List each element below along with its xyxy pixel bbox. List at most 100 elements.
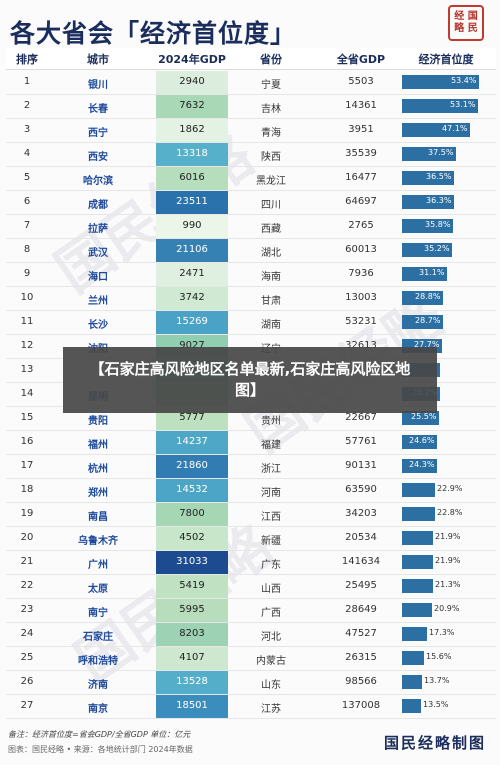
ratio-bar: [402, 171, 454, 185]
province-cell: 内蒙古: [256, 656, 286, 667]
province-cell: 宁夏: [261, 80, 281, 91]
ratio-label: 21.3%: [435, 580, 461, 589]
ratio-label: 15.6%: [426, 652, 452, 661]
table-row: 24 石家庄 8203 河北 47527 17.3%: [6, 623, 496, 647]
ratio-bar-track: 20.9%: [402, 603, 488, 617]
ratio-label: 20.9%: [434, 604, 460, 613]
city-cell: 乌鲁木齐: [78, 536, 118, 547]
ratio-label: 35.2%: [424, 244, 450, 253]
footer-note: 备注：经济首位度=省会GDP/全省GDP 单位：亿元: [8, 730, 191, 739]
table-row: 4 西安 13318 陕西 35539 37.5%: [6, 143, 496, 167]
city-cell: 太原: [88, 584, 108, 595]
city-cell: 拉萨: [88, 224, 108, 235]
table-row: 25 呼和浩特 4107 内蒙古 26315 15.6%: [6, 647, 496, 671]
province-cell: 广东: [261, 560, 281, 571]
ratio-label: 24.6%: [409, 436, 435, 445]
rank-cell: 17: [20, 460, 34, 471]
city-cell: 郑州: [88, 488, 108, 499]
city-cell: 西安: [88, 152, 108, 163]
ratio-label: 36.5%: [426, 172, 452, 181]
ratio-bar-track: 21.9%: [402, 555, 488, 569]
table-row: 22 太原 5419 山西 25495 21.3%: [6, 575, 496, 599]
rank-cell: 12: [20, 340, 34, 351]
city-cell: 银川: [88, 80, 108, 91]
province-cell: 河南: [261, 488, 281, 499]
ratio-label: 36.3%: [426, 196, 452, 205]
ratio-label: 24.3%: [409, 460, 435, 469]
province-gdp-cell: 60013: [345, 244, 377, 255]
city-cell: 西宁: [88, 128, 108, 139]
rank-cell: 13: [20, 364, 34, 375]
ratio-bar-track: 35.2%: [402, 243, 488, 257]
ratio-label: 13.5%: [423, 700, 449, 709]
rank-cell: 21: [20, 556, 34, 567]
rank-cell: 19: [20, 508, 34, 519]
ratio-label: 53.4%: [451, 76, 477, 85]
ratio-bar: [402, 627, 427, 641]
overlay-banner[interactable]: 【石家庄高风险地区名单最新,石家庄高风险区地图】: [63, 347, 437, 413]
province-gdp-cell: 64697: [345, 196, 377, 207]
table-row: 21 广州 31033 广东 141634 21.9%: [6, 551, 496, 575]
gdp-cell: 15269: [156, 311, 228, 334]
gdp-cell: 7800: [156, 503, 228, 526]
table-row: 26 济南 13528 山东 98566 13.7%: [6, 671, 496, 695]
city-cell: 南昌: [88, 512, 108, 523]
province-cell: 湖南: [261, 320, 281, 331]
gdp-cell: 18501: [156, 695, 228, 718]
ratio-bar: [402, 195, 454, 209]
ratio-label: 31.1%: [419, 268, 445, 277]
ratio-bar: [402, 411, 439, 425]
table-row: 11 长沙 15269 湖南 53231 28.7%: [6, 311, 496, 335]
ratio-bar: [402, 267, 447, 281]
table-row: 17 杭州 21860 浙江 90131 24.3%: [6, 455, 496, 479]
header-city: 城市: [87, 53, 109, 66]
ratio-label: 47.1%: [442, 124, 468, 133]
ratio-bar-track: 28.8%: [402, 291, 488, 305]
footer-source: 图表：国民经略 • 来源：各地统计部门 2024年数据: [8, 745, 193, 754]
ratio-bar: [402, 219, 453, 233]
gdp-cell: 21860: [156, 455, 228, 478]
rank-cell: 24: [20, 628, 34, 639]
gdp-cell: 2471: [156, 263, 228, 286]
province-gdp-cell: 141634: [341, 556, 381, 567]
province-gdp-cell: 5503: [348, 76, 374, 87]
ratio-bar: [402, 291, 443, 305]
rank-cell: 26: [20, 676, 34, 687]
province-gdp-cell: 7936: [348, 268, 374, 279]
gdp-cell: 6016: [156, 167, 228, 190]
province-gdp-cell: 90131: [345, 460, 377, 471]
table-row: 1 银川 2940 宁夏 5503 53.4%: [6, 71, 496, 95]
gdp-cell: 4107: [156, 647, 228, 670]
ratio-bar-track: 53.4%: [402, 75, 488, 89]
gdp-cell: 14532: [156, 479, 228, 502]
rank-cell: 3: [23, 124, 31, 135]
rank-cell: 15: [20, 412, 34, 423]
rank-cell: 9: [23, 268, 31, 279]
city-cell: 武汉: [88, 248, 108, 259]
rank-cell: 22: [20, 580, 34, 591]
rank-cell: 23: [20, 604, 34, 615]
province-cell: 河北: [261, 632, 281, 643]
city-cell: 贵阳: [88, 416, 108, 427]
ratio-bar-track: 31.1%: [402, 267, 488, 281]
rank-cell: 16: [20, 436, 34, 447]
table-row: 7 拉萨 990 西藏 2765 35.8%: [6, 215, 496, 239]
rank-cell: 14: [20, 388, 34, 399]
province-cell: 广西: [261, 608, 281, 619]
ratio-bar-track: 36.5%: [402, 171, 488, 185]
province-cell: 西藏: [261, 224, 281, 235]
gdp-cell: 23511: [156, 191, 228, 214]
province-gdp-cell: 28649: [345, 604, 377, 615]
province-gdp-cell: 2765: [348, 220, 374, 231]
ratio-label: 17.3%: [429, 628, 455, 637]
province-gdp-cell: 20534: [345, 532, 377, 543]
city-cell: 石家庄: [83, 632, 113, 643]
province-gdp-cell: 47527: [345, 628, 377, 639]
gdp-cell: 1862: [156, 119, 228, 142]
rank-cell: 7: [23, 220, 31, 231]
ratio-label: 37.5%: [428, 148, 454, 157]
table-row: 16 福州 14237 福建 57761 24.6%: [6, 431, 496, 455]
overlay-title: 【石家庄高风险地区名单最新,石家庄高风险区地图】: [89, 360, 411, 399]
ratio-label: 27.7%: [414, 340, 440, 349]
ratio-bar: [402, 555, 433, 569]
